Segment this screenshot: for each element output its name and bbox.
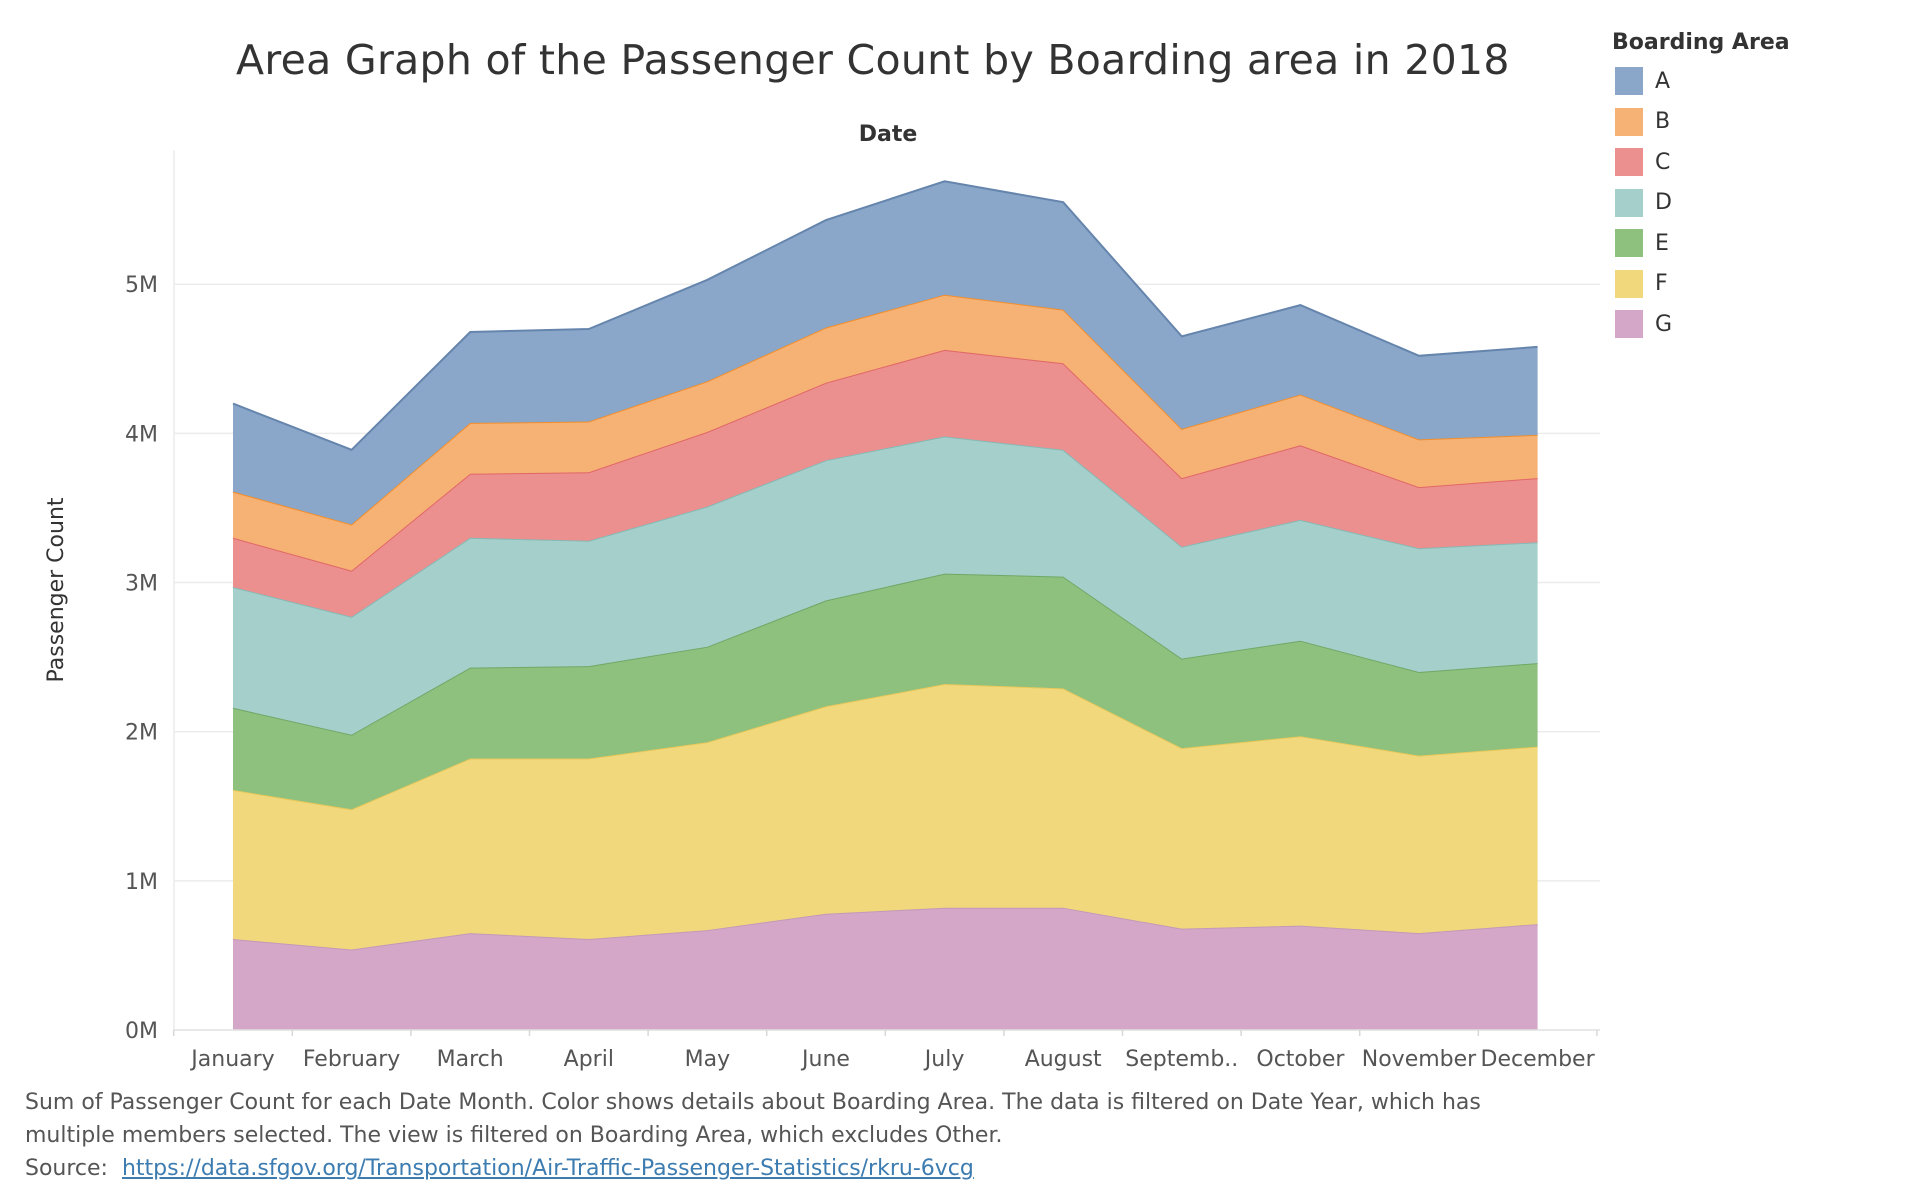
stacked-areas xyxy=(232,180,1538,1030)
legend-label: G xyxy=(1655,311,1673,337)
area-F xyxy=(233,684,1538,950)
x-tick-label: Septemb.. xyxy=(1125,1047,1238,1072)
legend-item-G[interactable]: G xyxy=(1612,304,1790,345)
legend-item-E[interactable]: E xyxy=(1612,223,1790,264)
x-tick-label: March xyxy=(437,1047,504,1072)
y-tick-label: 2M xyxy=(125,721,158,746)
legend-item-C[interactable]: C xyxy=(1612,142,1790,183)
legend-label: C xyxy=(1655,149,1671,175)
x-tick-label: July xyxy=(923,1047,965,1072)
legend-label: D xyxy=(1655,190,1672,216)
x-tick-label: October xyxy=(1256,1047,1345,1072)
area-C xyxy=(233,349,1538,617)
x-axis-title: Date xyxy=(859,122,918,147)
caption-line-1: Sum of Passenger Count for each Date Mon… xyxy=(25,1090,1481,1115)
x-tick-label: August xyxy=(1025,1047,1102,1072)
legend-label: B xyxy=(1655,109,1671,135)
legend-swatch xyxy=(1615,148,1643,177)
caption-line-2: multiple members selected. The view is f… xyxy=(25,1123,1003,1148)
x-tick-label: January xyxy=(189,1047,274,1072)
x-tick-label: February xyxy=(303,1047,401,1072)
legend-item-F[interactable]: F xyxy=(1612,264,1790,305)
y-tick-label: 1M xyxy=(125,870,158,895)
caption: Sum of Passenger Count for each Date Mon… xyxy=(25,1086,1585,1185)
legend-swatch xyxy=(1615,188,1643,217)
area-D xyxy=(233,436,1538,735)
source-link[interactable]: https://data.sfgov.org/Transportation/Ai… xyxy=(121,1156,974,1181)
legend-label: A xyxy=(1655,68,1671,94)
y-tick-label: 0M xyxy=(125,1019,158,1044)
area-edge-A xyxy=(232,180,1538,451)
legend-swatch xyxy=(1615,229,1643,258)
legend-title: Boarding Area xyxy=(1612,30,1790,55)
chart-title: Area Graph of the Passenger Count by Boa… xyxy=(236,36,1510,84)
legend-item-D[interactable]: D xyxy=(1612,183,1790,224)
legend-item-B[interactable]: B xyxy=(1612,102,1790,143)
y-tick-label: 5M xyxy=(125,273,158,298)
y-axis-title: Passenger Count xyxy=(44,497,69,682)
x-tick-label: April xyxy=(564,1047,614,1072)
legend-swatch xyxy=(1615,269,1643,298)
area-A xyxy=(233,181,1538,525)
legend-swatch xyxy=(1615,310,1643,339)
legend-item-A[interactable]: A xyxy=(1612,61,1790,102)
x-tick-label: December xyxy=(1481,1047,1596,1072)
caption-source: Source: https://data.sfgov.org/Transport… xyxy=(25,1152,1585,1185)
x-tick-label: June xyxy=(800,1047,850,1072)
y-tick-label: 4M xyxy=(125,422,158,447)
area-E xyxy=(233,573,1538,810)
area-chart: 0M 1M 2M 3M 4M 5M January February March April May… xyxy=(44,122,1600,1072)
x-tick-label: November xyxy=(1362,1047,1477,1072)
legend-label: F xyxy=(1655,271,1668,297)
legend-label: E xyxy=(1655,230,1669,256)
source-label: Source: xyxy=(25,1156,108,1181)
legend-swatch xyxy=(1615,107,1643,136)
area-B xyxy=(233,294,1538,571)
x-tick-label: May xyxy=(685,1047,730,1072)
y-tick-label: 3M xyxy=(125,572,158,597)
legend-swatch xyxy=(1615,67,1643,96)
axes: 0M 1M 2M 3M 4M 5M January February March April May… xyxy=(125,273,1600,1072)
